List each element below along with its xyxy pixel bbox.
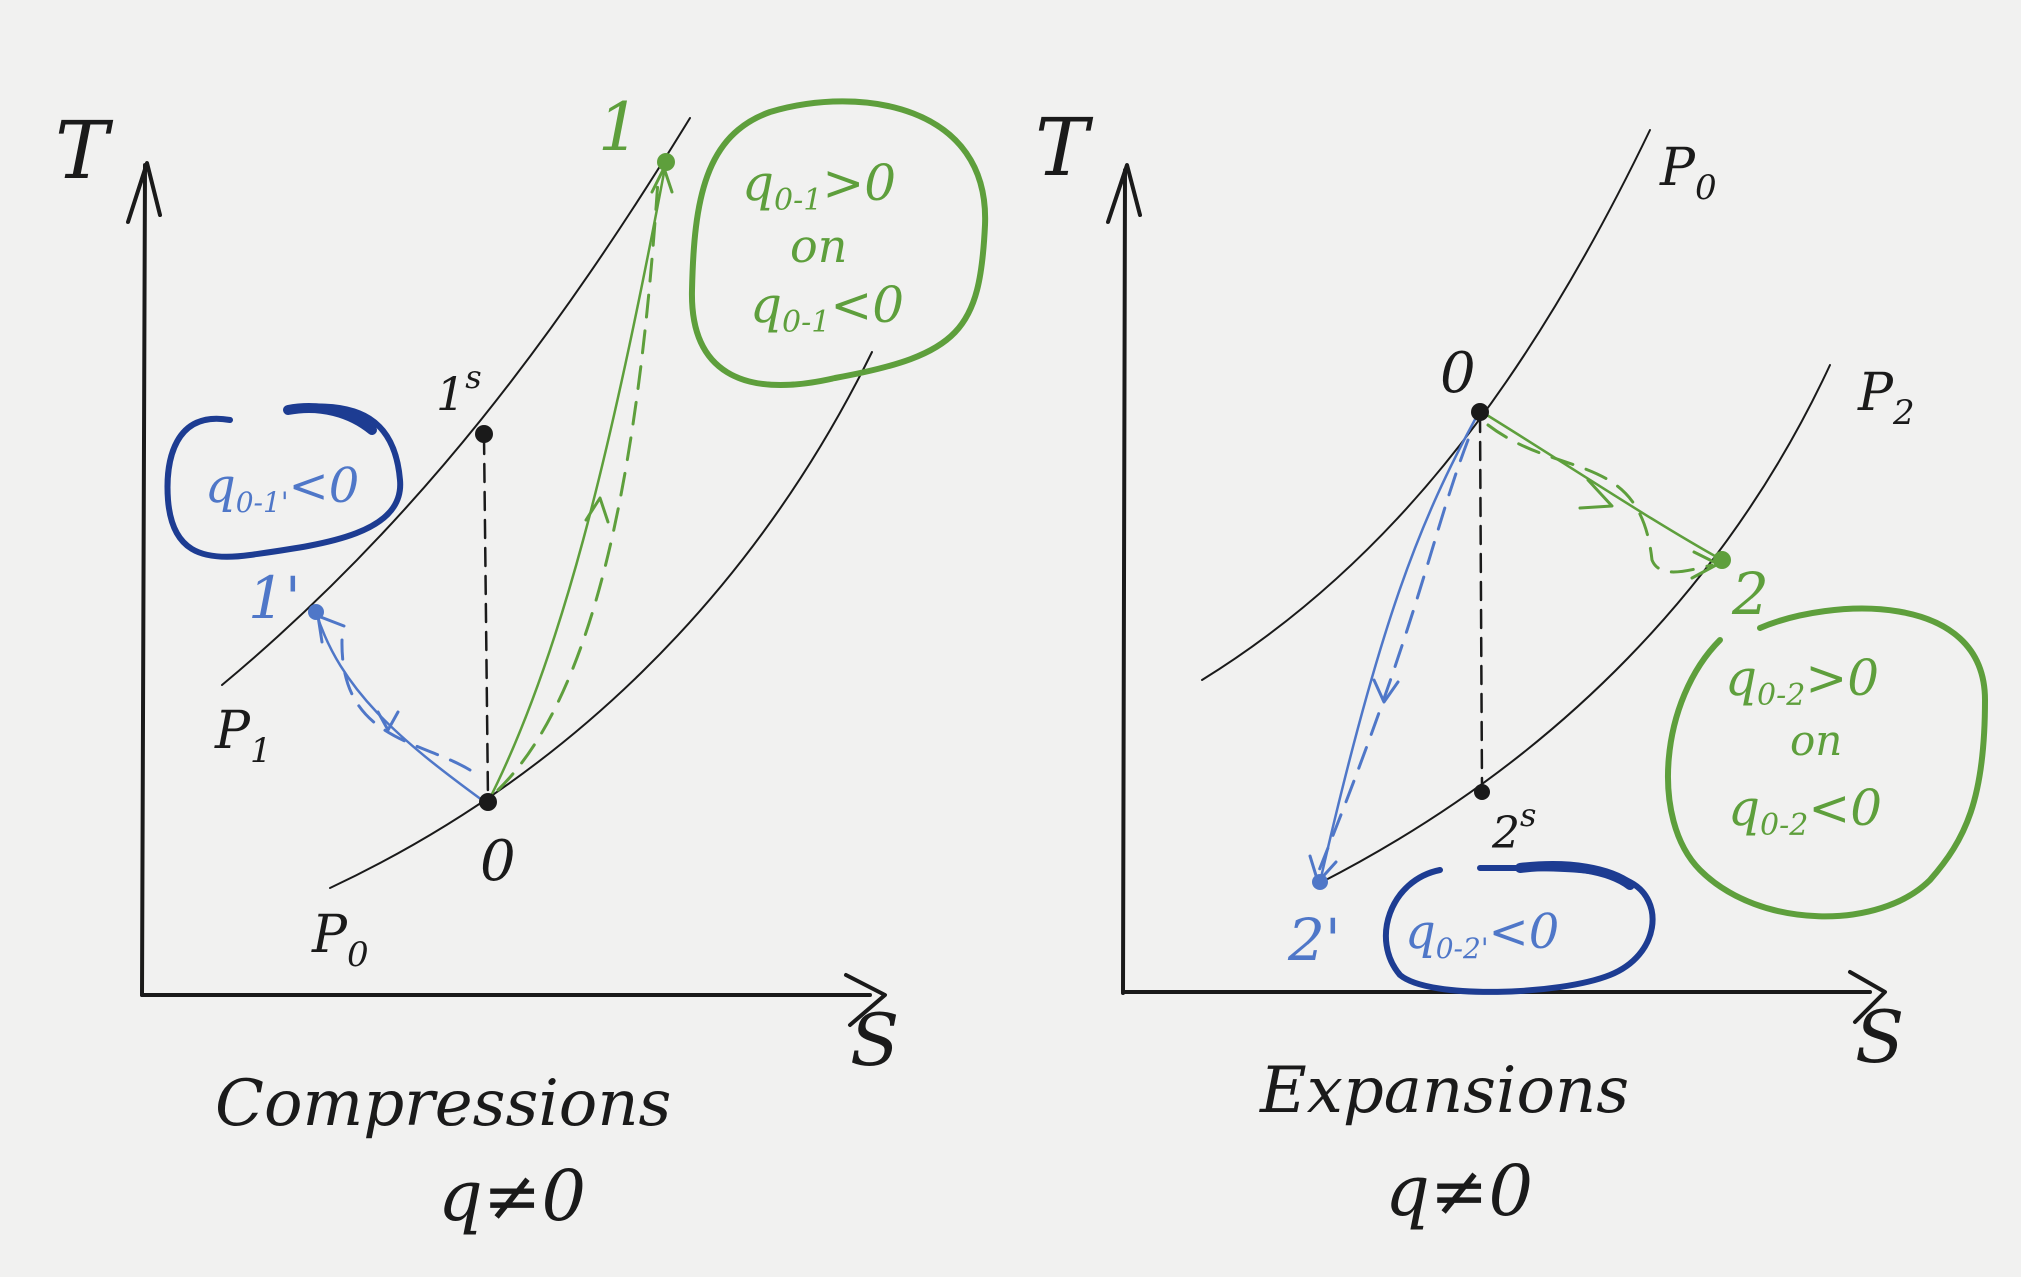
right-t-axis-label: T: [1035, 101, 1094, 194]
left-point-1-label: 1: [598, 89, 640, 166]
compressions-diagram: T S P1 P0 1 1' 1s 0 q0-1>0 on q0-1<0: [55, 89, 989, 1237]
left-isobar-p0-label: P0: [311, 905, 369, 975]
left-green-note-line3: q0-1<0: [750, 276, 904, 340]
left-caption: Compressions: [215, 1067, 671, 1141]
left-blue-note-text: q0-1'<0: [205, 458, 359, 519]
left-point-1: [657, 153, 675, 171]
left-blue-arrow-mid: [376, 710, 400, 732]
left-isobar-p1: [221, 117, 691, 686]
left-green-path-0-1: [486, 160, 668, 804]
left-green-note-outline: [688, 98, 989, 388]
right-caption: Expansions: [1259, 1054, 1629, 1128]
right-point-2prime-label: 2': [1287, 906, 1341, 974]
right-green-dashed-path-0-2: [1486, 423, 1714, 574]
right-point-0-label: 0: [1440, 341, 1476, 406]
left-green-arrow-mid: [584, 496, 610, 524]
right-s-axis-label: S: [1855, 995, 1904, 1079]
right-point-2s-label: 2s: [1491, 796, 1536, 859]
left-point-1s-label: 1s: [436, 358, 482, 421]
left-isobar-p1-label: P1: [214, 701, 272, 771]
left-point-1prime-label: 1': [248, 564, 301, 632]
right-blue-arrow-mid: [1372, 678, 1400, 704]
right-s-axis: [1121, 970, 1887, 1024]
right-blue-path-0-2prime: [1318, 412, 1480, 884]
left-green-note-line2: on: [790, 219, 847, 273]
left-green-note-line1: q0-1>0: [742, 154, 896, 218]
right-green-note-line1: q0-2>0: [1725, 649, 1879, 713]
left-blue-note-outline: [164, 403, 404, 560]
left-caption-q: q≠0: [438, 1155, 586, 1237]
right-green-note-line2: on: [1790, 716, 1842, 765]
left-blue-note-thick-stroke: [283, 403, 377, 435]
left-isentropic-line: [482, 434, 490, 802]
right-green-path-0-2: [1480, 410, 1724, 562]
right-blue-note-text: q0-2'<0: [1405, 904, 1559, 965]
left-t-axis: [126, 161, 162, 997]
left-isobar-p0: [329, 351, 873, 889]
right-green-note-outline: [1665, 605, 1988, 920]
right-point-2-label: 2: [1731, 560, 1769, 628]
right-isobar-p2-label: P2: [1857, 363, 1915, 433]
right-caption-q: q≠0: [1385, 1150, 1533, 1232]
left-point-0: [479, 793, 497, 811]
right-isobar-p0: [1201, 129, 1651, 681]
right-isobar-p2: [1319, 364, 1831, 884]
right-point-2s: [1474, 784, 1490, 800]
right-t-axis: [1106, 163, 1142, 995]
right-point-0: [1471, 403, 1489, 421]
left-point-0-label: 0: [480, 829, 516, 894]
right-point-2: [1713, 551, 1731, 569]
right-green-arrow-mid: [1578, 478, 1614, 510]
right-green-note-line3: q0-2<0: [1728, 779, 1882, 843]
right-point-2prime: [1312, 874, 1328, 890]
right-isobar-p0-label: P0: [1659, 138, 1717, 208]
expansions-diagram: T S P0 P2 2 2' 0 2s q0-2>0 on q0-2<0: [1035, 101, 1988, 1232]
right-blue-note-thick-stroke: [1515, 861, 1635, 890]
left-s-axis-label: S: [850, 998, 899, 1082]
left-point-1s: [475, 425, 493, 443]
left-green-dashed-path-0-1: [496, 178, 660, 792]
right-isentropic-line: [1478, 412, 1484, 790]
right-blue-dashed-path-0-2prime: [1314, 438, 1470, 880]
left-blue-dashed-path-0-1prime: [340, 638, 472, 772]
left-t-axis-label: T: [55, 104, 114, 197]
left-s-axis: [140, 973, 887, 1027]
left-point-1prime: [308, 604, 324, 620]
